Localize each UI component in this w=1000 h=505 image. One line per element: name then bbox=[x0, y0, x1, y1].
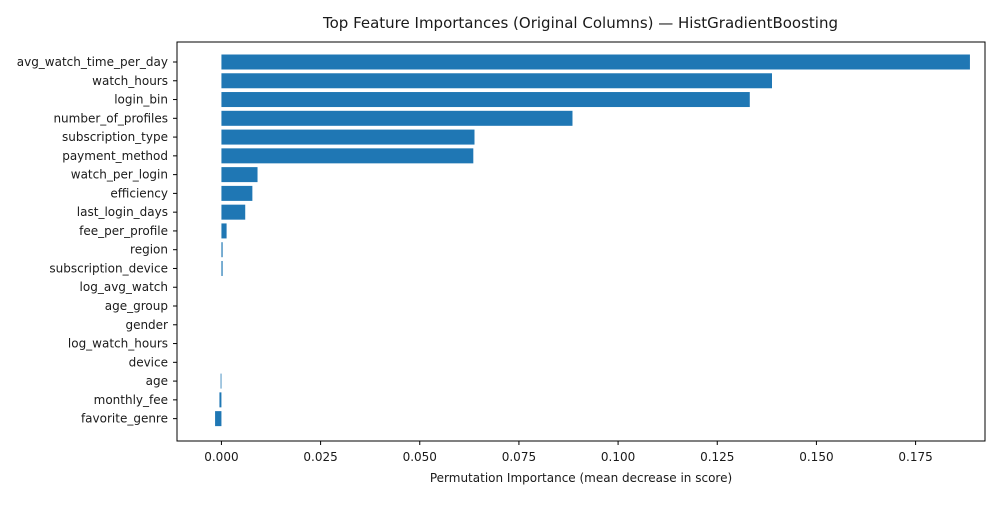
bar-subscription-device bbox=[221, 260, 223, 276]
x-tick-label: 0.050 bbox=[403, 450, 437, 464]
bar-login-bin bbox=[221, 92, 750, 108]
bar-watch-per-login bbox=[221, 167, 258, 183]
y-tick-label: device bbox=[129, 355, 168, 369]
y-tick-label: region bbox=[130, 243, 168, 257]
y-tick-label: subscription_type bbox=[62, 130, 168, 144]
y-tick-label: login_bin bbox=[114, 93, 168, 107]
y-tick-labels: avg_watch_time_per_day watch_hours login_b… bbox=[17, 55, 177, 426]
y-tick-label: number_of_profiles bbox=[53, 111, 168, 125]
bar-watch-hours bbox=[221, 73, 772, 89]
plot-frame bbox=[176, 41, 986, 442]
y-tick-label: monthly_fee bbox=[94, 393, 168, 407]
bar-last-login-days bbox=[221, 204, 246, 220]
bar-favorite-genre bbox=[215, 411, 222, 427]
y-tick-label: fee_per_profile bbox=[79, 224, 168, 238]
bars-layer bbox=[215, 54, 970, 427]
x-tick-label: 0.100 bbox=[601, 450, 635, 464]
bar-region bbox=[221, 242, 223, 258]
bar-payment-method bbox=[221, 148, 474, 164]
bar-efficiency bbox=[221, 185, 253, 201]
y-tick-label: subscription_device bbox=[49, 261, 168, 275]
x-tick-label: 0.000 bbox=[204, 450, 238, 464]
y-tick-label: payment_method bbox=[62, 149, 168, 163]
y-tick-label: log_avg_watch bbox=[80, 280, 168, 294]
x-tick-label: 0.025 bbox=[303, 450, 337, 464]
x-tick-label: 0.075 bbox=[502, 450, 536, 464]
bar-avg-watch-time-per-day bbox=[221, 54, 970, 70]
x-axis-label: Permutation Importance (mean decrease in… bbox=[430, 471, 732, 485]
bar-number-of-profiles bbox=[221, 110, 573, 126]
y-tick-label: watch_hours bbox=[92, 74, 168, 88]
x-tick-label: 0.150 bbox=[799, 450, 833, 464]
bar-fee-per-profile bbox=[221, 223, 227, 239]
y-tick-label: gender bbox=[125, 318, 168, 332]
bar-monthly-fee bbox=[219, 392, 222, 408]
chart-title: Top Feature Importances (Original Column… bbox=[322, 14, 838, 32]
y-tick-label: age bbox=[146, 374, 168, 388]
y-tick-label: avg_watch_time_per_day bbox=[17, 55, 168, 69]
bar-age bbox=[220, 373, 222, 389]
x-tick-label: 0.125 bbox=[700, 450, 734, 464]
y-tick-label: last_login_days bbox=[77, 205, 168, 219]
x-tick-label: 0.175 bbox=[898, 450, 932, 464]
y-tick-label: watch_per_login bbox=[71, 168, 168, 182]
x-tick-labels: 0.000 0.025 0.050 0.075 0.100 0.125 0.150 0.175 bbox=[204, 441, 933, 464]
y-tick-label: age_group bbox=[105, 299, 168, 313]
y-tick-label: favorite_genre bbox=[81, 412, 168, 426]
y-tick-label: efficiency bbox=[110, 186, 168, 200]
y-tick-label: log_watch_hours bbox=[68, 337, 168, 351]
bar-subscription-type bbox=[221, 129, 475, 145]
